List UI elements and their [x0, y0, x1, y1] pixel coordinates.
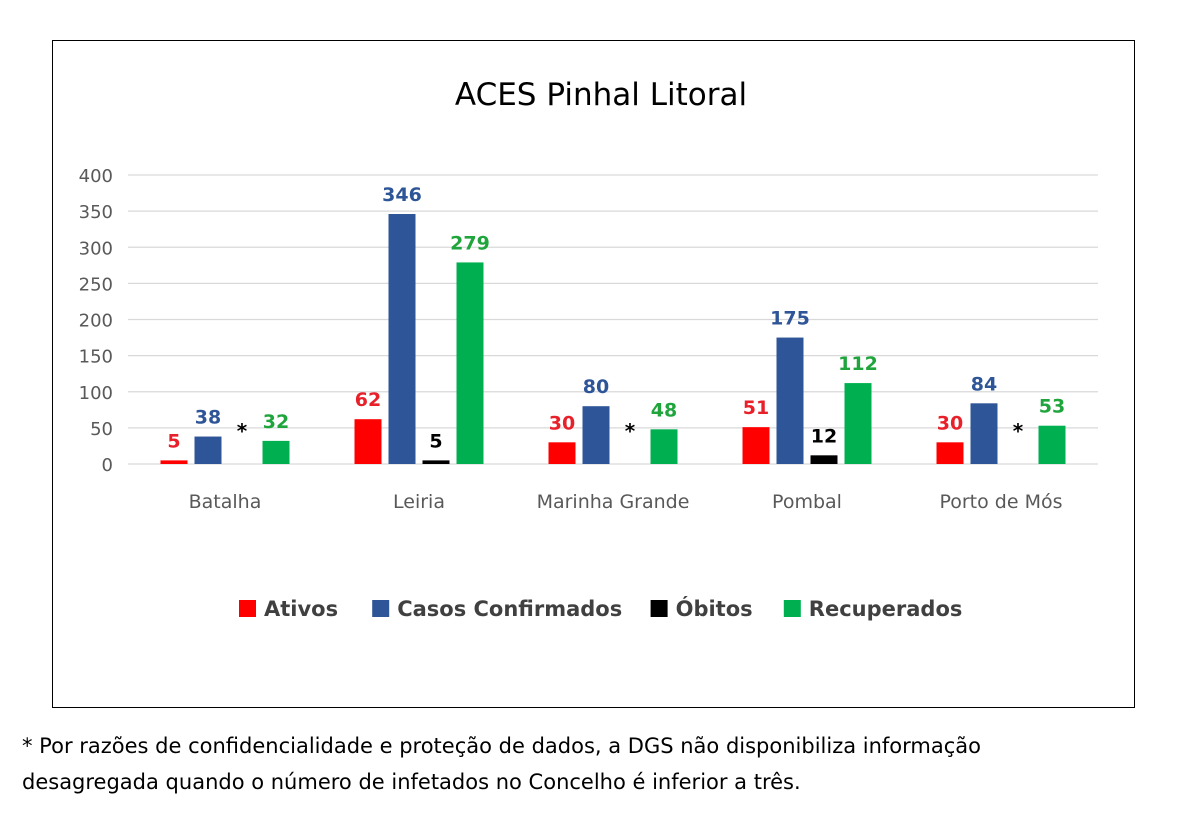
- legend-label-obitos: Óbitos: [676, 596, 753, 621]
- data-label-recuperados-porto-de-mos: 53: [1039, 396, 1065, 418]
- bar-casos-confirmados-porto-de-mos: [970, 403, 998, 464]
- bar-recuperados-pombal: [844, 383, 872, 464]
- x-tick-label-leiria: Leiria: [393, 491, 445, 513]
- legend-label-casos-confirmados: Casos Confirmados: [397, 597, 622, 621]
- bar-recuperados-porto-de-mos: [1038, 425, 1066, 464]
- legend-label-recuperados: Recuperados: [809, 597, 963, 621]
- data-label-ativos-leiria: 62: [355, 389, 381, 411]
- x-tick-label-batalha: Batalha: [189, 491, 262, 513]
- data-label-obitos-leiria: 5: [429, 430, 442, 452]
- data-label-casos-confirmados-marinha-grande: 80: [583, 376, 609, 398]
- data-label-recuperados-marinha-grande: 48: [651, 399, 677, 421]
- footnote-line-1: * Por razões de confidencialidade e prot…: [22, 734, 982, 758]
- bar-recuperados-leiria: [456, 262, 484, 464]
- bar-ativos-leiria: [354, 419, 382, 464]
- y-tick-label-150: 150: [79, 347, 113, 368]
- legend-swatch-ativos: [239, 600, 256, 617]
- y-tick-label-0: 0: [102, 455, 113, 476]
- y-tick-label-250: 250: [79, 274, 113, 295]
- legend-swatch-casos-confirmados: [372, 600, 390, 617]
- data-label-ativos-batalha: 5: [167, 430, 180, 452]
- legend-swatch-obitos: [650, 600, 668, 617]
- y-tick-label-300: 300: [79, 238, 113, 259]
- legend-label-ativos: Ativos: [264, 597, 338, 621]
- data-label-obitos-pombal: 12: [811, 425, 837, 447]
- bar-ativos-pombal: [742, 427, 770, 464]
- data-label-ativos-marinha-grande: 30: [549, 412, 575, 434]
- x-tick-label-pombal: Pombal: [772, 491, 842, 513]
- data-label-casos-confirmados-leiria: 346: [382, 184, 422, 206]
- data-label-casos-confirmados-pombal: 175: [770, 308, 810, 330]
- bar-obitos-pombal: [810, 455, 838, 464]
- bar-chart: ACES Pinhal Litoral 0 50 100 150 200 250 300 350…: [79, 77, 1098, 621]
- data-label-recuperados-leiria: 279: [450, 232, 490, 254]
- bar-recuperados-marinha-grande: [650, 429, 678, 464]
- data-label-obitos-porto-de-mos: *: [1013, 419, 1024, 443]
- y-tick-label-400: 400: [79, 166, 113, 187]
- data-label-obitos-marinha-grande: *: [625, 419, 636, 443]
- footnote-line-2: desagregada quando o número de infetados…: [22, 770, 801, 794]
- bar-casos-confirmados-pombal: [776, 337, 804, 464]
- bar-ativos-marinha-grande: [548, 442, 576, 464]
- bar-ativos-batalha: [160, 460, 188, 464]
- data-label-casos-confirmados-batalha: 38: [195, 407, 221, 429]
- bar-casos-confirmados-marinha-grande: [582, 406, 610, 464]
- footnote: * Por razões de confidencialidade e prot…: [22, 728, 1192, 800]
- data-label-ativos-porto-de-mos: 30: [937, 412, 963, 434]
- y-tick-label-200: 200: [79, 311, 113, 332]
- bar-ativos-porto-de-mos: [936, 442, 964, 464]
- data-label-recuperados-pombal: 112: [838, 353, 878, 375]
- legend-swatch-recuperados: [783, 600, 801, 617]
- x-tick-label-marinha-grande: Marinha Grande: [537, 491, 690, 513]
- chart-frame: ACES Pinhal Litoral 0 50 100 150 200 250 300 350…: [52, 40, 1135, 708]
- y-tick-label-50: 50: [90, 419, 113, 440]
- bar-recuperados-batalha: [262, 440, 290, 464]
- x-tick-label-porto-de-mos: Porto de Mós: [939, 491, 1062, 513]
- bar-casos-confirmados-leiria: [388, 214, 416, 464]
- chart-title: ACES Pinhal Litoral: [455, 77, 747, 113]
- data-label-ativos-pombal: 51: [743, 397, 769, 419]
- y-tick-label-350: 350: [79, 202, 113, 223]
- data-label-recuperados-batalha: 32: [263, 411, 289, 433]
- bar-casos-confirmados-batalha: [194, 436, 222, 464]
- data-label-casos-confirmados-porto-de-mos: 84: [971, 373, 997, 395]
- data-label-obitos-batalha: *: [237, 419, 248, 443]
- y-tick-label-100: 100: [79, 383, 113, 404]
- bar-obitos-leiria: [422, 460, 450, 464]
